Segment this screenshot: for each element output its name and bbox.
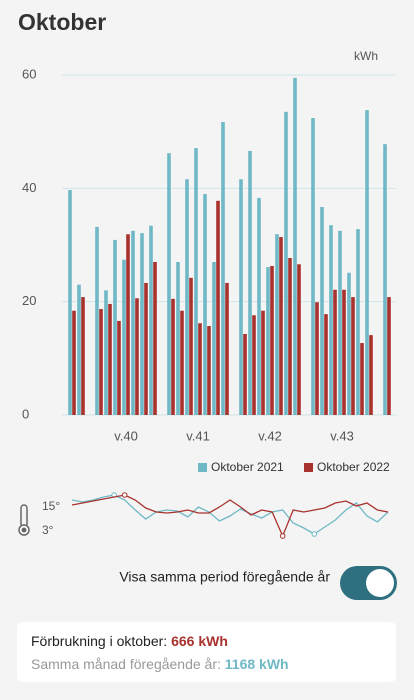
bar [383,144,387,415]
bar [149,225,153,415]
bar [365,110,369,415]
bar [108,303,112,415]
legend-label: Oktober 2021 [211,460,284,474]
bar [95,226,99,415]
summary-value: 666 kWh [171,633,228,649]
bar [185,179,189,415]
summary-label: Förbrukning i oktober: [31,633,168,649]
bar [221,122,225,416]
bar [135,298,139,415]
bar [117,320,121,415]
bar [216,200,220,415]
summary-row: Samma månad föregående år: 1168 kWh [31,656,289,672]
summary-prev-label: Samma månad föregående år: [31,656,221,672]
bar [288,258,292,415]
bar [270,265,274,415]
bar [297,264,301,415]
bar [171,298,175,415]
summary-card: Förbrukning i oktober: 666 kWh Samma mån… [17,622,396,682]
y-tick-label: 60 [22,66,36,81]
week-label: v.41 [186,428,210,443]
bar [81,297,85,415]
chart: Oktober kWh Visa samma period föregående… [18,9,397,600]
bar [351,297,355,415]
bar [239,179,243,415]
bar [68,190,72,415]
bar [266,267,270,415]
bar [113,239,117,415]
week-label: v.43 [330,428,354,443]
bar [207,326,211,415]
legend-swatch [304,463,313,472]
bar [122,259,126,415]
bar [320,207,324,415]
bar [198,323,202,415]
page-title: Oktober [18,9,106,35]
bar [189,277,193,415]
bar [284,111,288,415]
bar [356,229,360,415]
bar [167,153,171,415]
bar [279,237,283,415]
unit-label: kWh [354,49,378,63]
bar [257,197,261,415]
bar [315,302,319,415]
summary-prev-value: 1168 kWh [224,656,289,672]
week-label: v.40 [114,428,138,443]
bar [140,233,144,415]
bar [203,194,207,415]
bar [324,314,328,415]
temperature-line [71,494,389,535]
bar [77,284,81,415]
bar [333,289,337,415]
toggle-switch[interactable] [340,566,397,600]
extreme-marker [121,492,128,498]
bar [275,234,279,415]
y-tick-label: 20 [22,293,36,308]
bar [342,289,346,415]
bar [225,282,229,415]
y-tick-label: 40 [22,180,36,195]
bar [248,150,252,415]
bar [99,309,103,415]
bar [126,234,130,415]
bar [144,282,148,415]
bar [252,315,256,415]
bar [194,148,198,415]
bar [131,230,135,415]
bar [347,272,351,415]
thermometer-icon [18,504,30,536]
y-tick-label: 0 [22,406,29,421]
bar [153,262,157,415]
bar [72,310,76,415]
bar [329,225,333,415]
bar [387,297,391,415]
y-tick-label: 3° [42,523,54,537]
bar [104,290,108,415]
bar [369,335,373,415]
bar [261,310,265,415]
bar [180,310,184,415]
bar [293,77,297,415]
bar [311,118,315,416]
bar [360,343,364,415]
bar [243,333,247,415]
legend-label: Oktober 2022 [317,460,390,474]
legend-swatch [198,463,207,472]
bar [176,262,180,415]
extreme-marker [279,533,286,539]
toggle-label: Visa samma period föregående år [119,569,330,585]
week-label: v.42 [258,428,282,443]
bar [212,262,216,415]
bar [338,230,342,415]
y-tick-label: 15° [42,499,60,513]
summary-row: Förbrukning i oktober: 666 kWh [31,633,228,649]
extreme-marker [311,531,318,537]
